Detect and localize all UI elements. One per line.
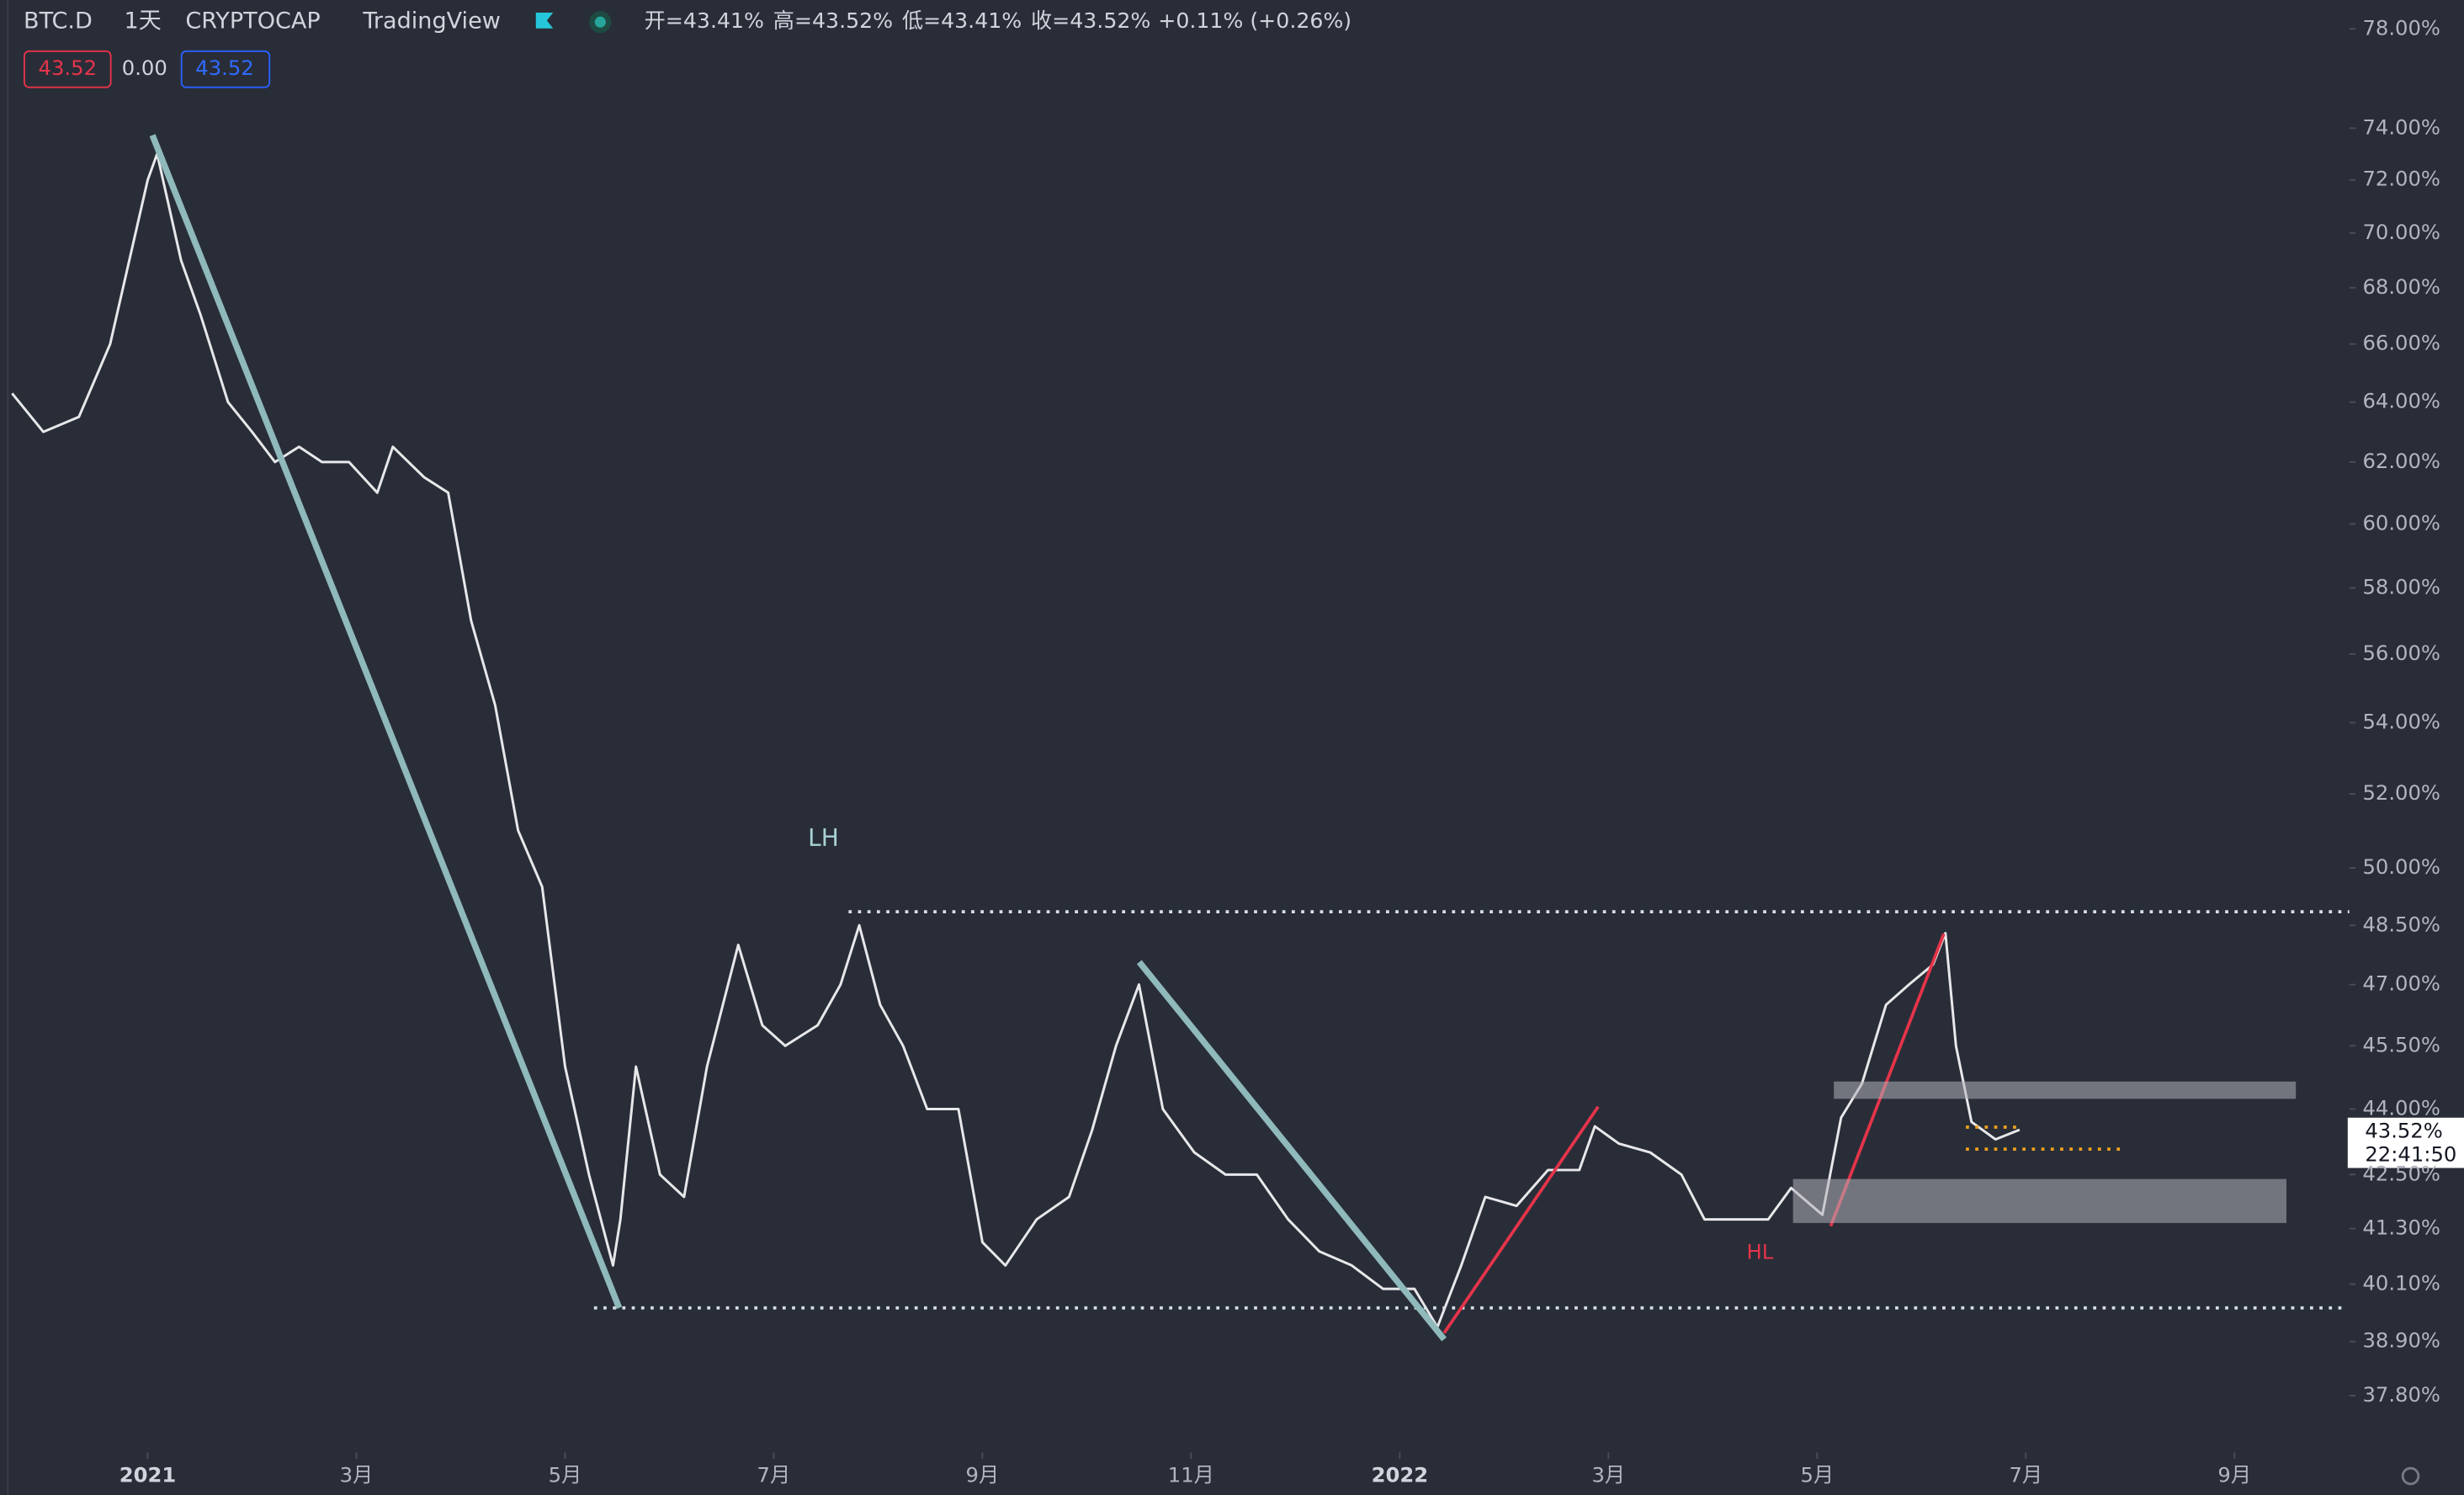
- y-tick-label: 72.00%: [2362, 167, 2440, 191]
- badge-value: 0.00: [122, 56, 167, 80]
- x-tick-label: 9月: [2217, 1463, 2251, 1487]
- y-tick-label: 45.50%: [2362, 1032, 2440, 1056]
- ohlc-open: 开=43.41%: [645, 8, 764, 33]
- x-tick-label: 11月: [1168, 1463, 1214, 1487]
- settings-gear[interactable]: [2401, 1466, 2420, 1486]
- interval: 1天: [125, 8, 162, 35]
- zone-box: [1792, 1178, 2286, 1223]
- y-tick-label: 52.00%: [2362, 780, 2440, 805]
- x-tick-label: 3月: [1591, 1463, 1625, 1487]
- badge-value: 43.52: [39, 56, 97, 80]
- ohlc-change: +0.11% (+0.26%): [1158, 8, 1351, 33]
- badge: [180, 50, 271, 88]
- y-tick-label: 74.00%: [2362, 114, 2440, 139]
- y-tick-label: 50.00%: [2362, 854, 2440, 879]
- x-tick-label: 7月: [757, 1463, 791, 1487]
- annotation: LH: [808, 824, 839, 852]
- ohlc-high: 高=43.52%: [773, 8, 893, 33]
- x-tick-label: 7月: [2009, 1463, 2042, 1487]
- y-tick-label: 41.30%: [2362, 1215, 2440, 1239]
- badge: [24, 50, 112, 88]
- y-tick-label: 42.50%: [2362, 1161, 2440, 1185]
- trend-line: [149, 134, 623, 1310]
- y-tick-label: 56.00%: [2362, 641, 2440, 665]
- settings-icon[interactable]: [2401, 1466, 2420, 1486]
- y-tick-label: 64.00%: [2362, 389, 2440, 413]
- y-tick-label: 54.00%: [2362, 710, 2440, 734]
- y-tick-label: 38.90%: [2362, 1328, 2440, 1353]
- y-tick-label: 47.00%: [2362, 971, 2440, 996]
- y-tick-label: 62.00%: [2362, 449, 2440, 473]
- ohlc-close: 收=43.52%: [1031, 8, 1150, 33]
- source: TradingView: [362, 8, 501, 35]
- badge-value: 43.52: [195, 56, 253, 80]
- status-dot: [594, 16, 606, 28]
- price-line: [11, 152, 2021, 1328]
- trend-line: [1829, 933, 1946, 1227]
- y-tick-label: 70.00%: [2362, 220, 2440, 244]
- y-tick-label: 78.00%: [2362, 15, 2440, 40]
- x-tick-label: 9月: [966, 1463, 1000, 1487]
- ohlc-low: 低=43.41%: [902, 8, 1022, 33]
- exchange: CRYPTOCAP: [185, 8, 320, 35]
- x-tick-label: 5月: [549, 1463, 582, 1487]
- y-tick-label: 40.10%: [2362, 1271, 2440, 1295]
- x-tick-label: 2022: [1372, 1463, 1429, 1487]
- drawings: [149, 134, 2350, 1342]
- x-tick-label: 2021: [119, 1463, 177, 1487]
- countdown: 22:41:50: [2365, 1142, 2456, 1167]
- symbol: BTC.D: [24, 8, 93, 35]
- y-tick-label: 44.00%: [2362, 1096, 2440, 1120]
- trend-line: [1136, 960, 1447, 1342]
- y-tick-label: 68.00%: [2362, 274, 2440, 299]
- y-tick-label: 60.00%: [2362, 510, 2440, 535]
- price-label-text: 43.52%: [2365, 1119, 2443, 1143]
- trend-line: [1442, 1105, 1600, 1334]
- flag-icon[interactable]: [535, 13, 554, 29]
- annotation: HL: [1747, 1239, 1774, 1264]
- y-tick-label: 37.80%: [2362, 1382, 2440, 1407]
- price-label: [2347, 1117, 2464, 1168]
- x-tick-label: 5月: [1800, 1463, 1834, 1487]
- zone-box: [1834, 1081, 2297, 1099]
- x-tick-label: 3月: [340, 1463, 374, 1487]
- y-tick-label: 48.50%: [2362, 912, 2440, 936]
- y-tick-label: 66.00%: [2362, 331, 2440, 355]
- y-tick-label: 58.00%: [2362, 574, 2440, 599]
